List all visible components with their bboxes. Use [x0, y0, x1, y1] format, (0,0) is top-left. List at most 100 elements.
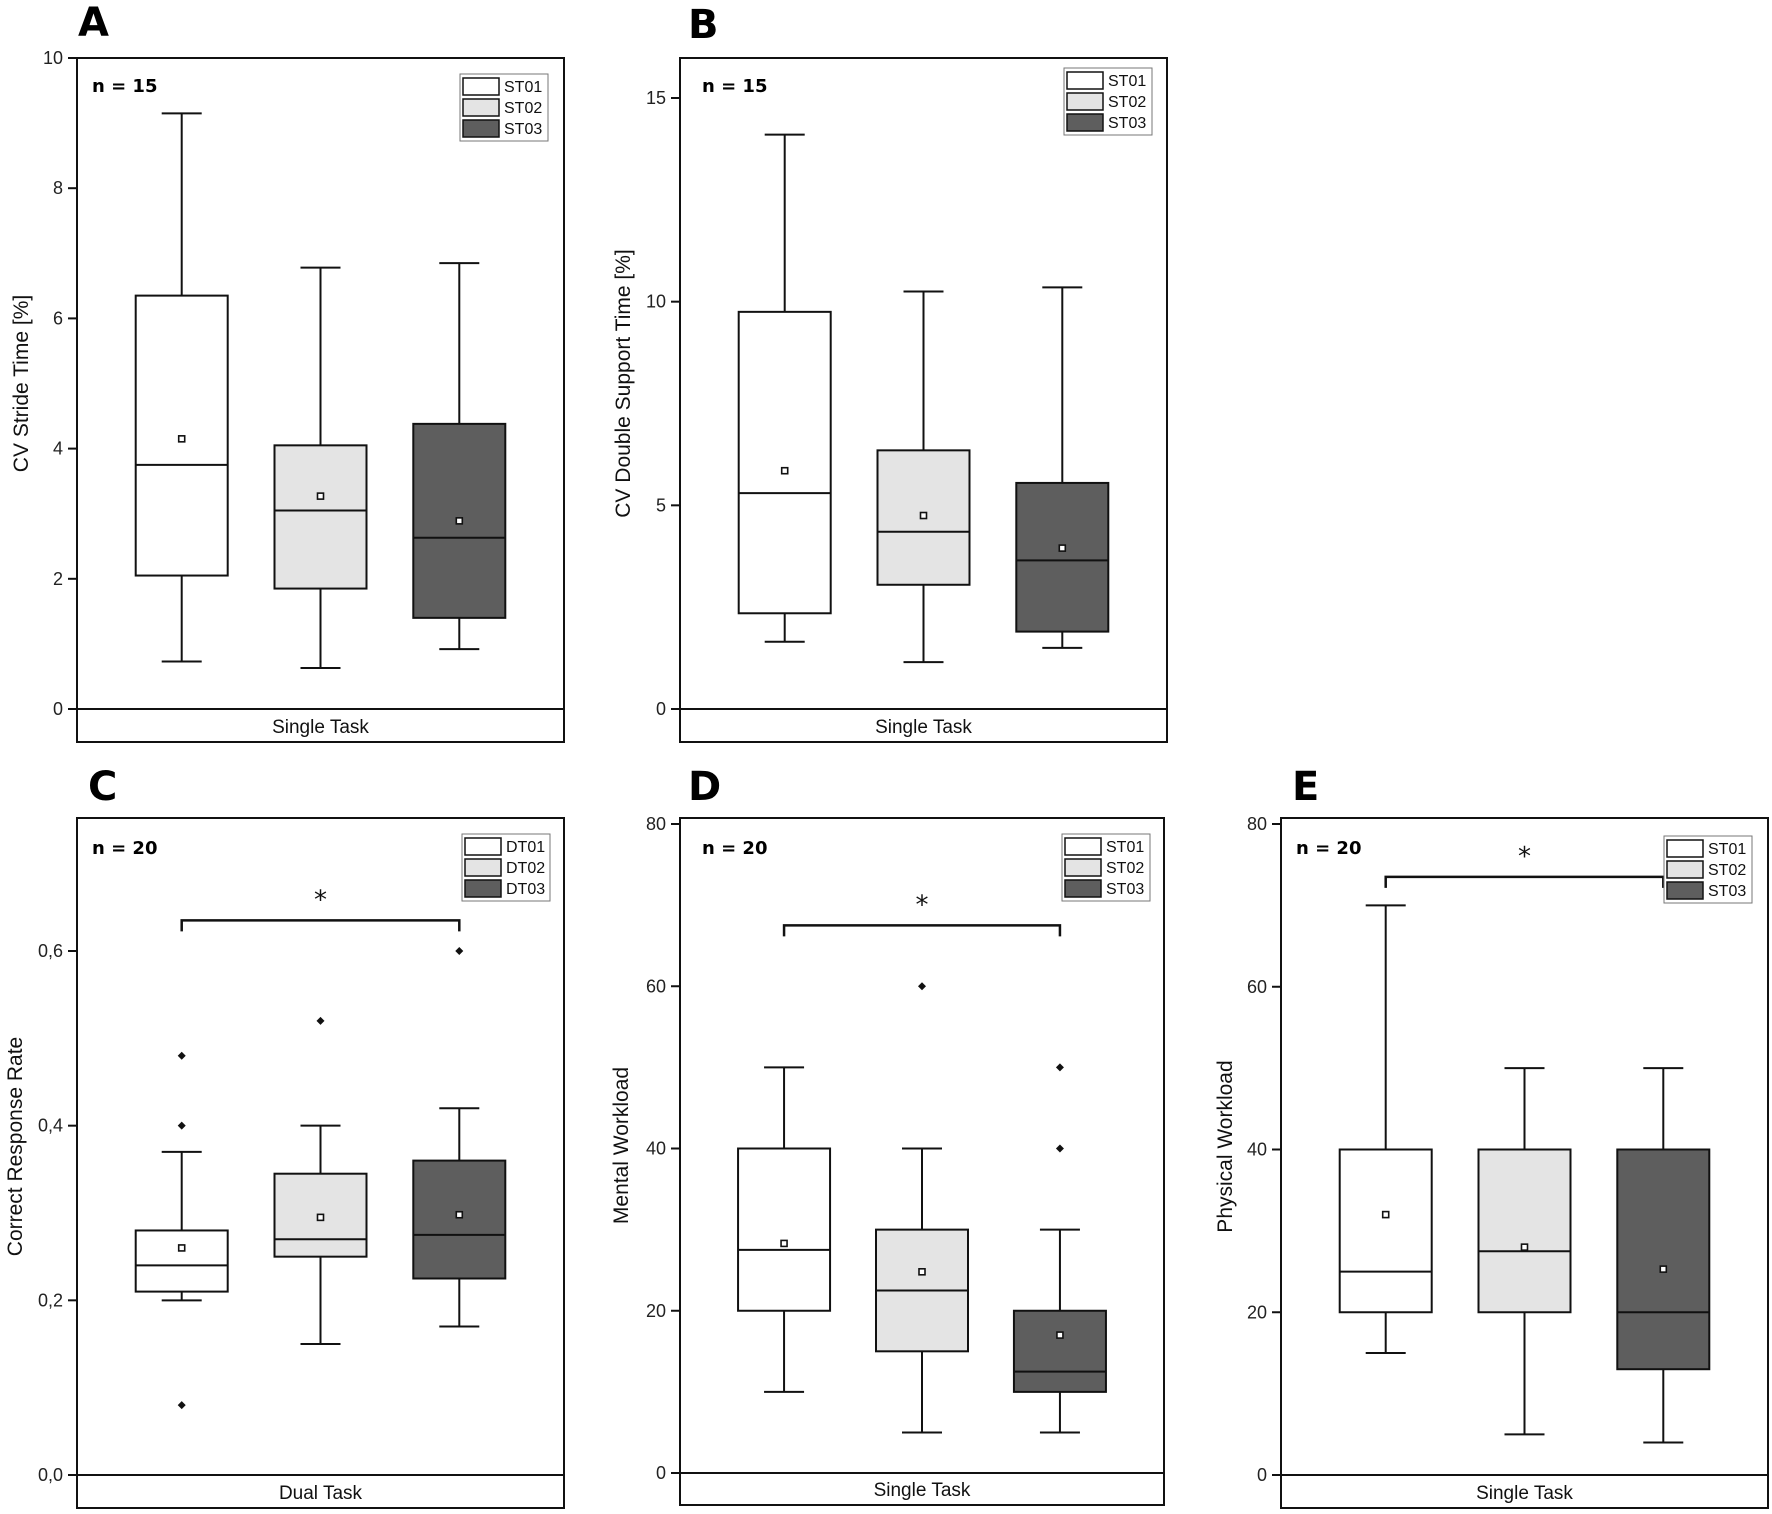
legend-entry: ST03	[504, 121, 542, 138]
y-tick-label: 10	[43, 48, 63, 68]
iqr-box	[273, 444, 368, 590]
legend-swatch	[1666, 839, 1704, 858]
plot-frame	[1280, 817, 1769, 1509]
outlier-point	[1055, 1063, 1064, 1072]
n-label: n = 20	[92, 838, 157, 859]
box-st01	[737, 133, 832, 643]
box-st03	[1012, 1063, 1107, 1434]
legend-entry: ST02	[1108, 94, 1146, 111]
significance-bracket	[782, 924, 1062, 937]
x-category-label: Single Task	[272, 717, 369, 738]
y-axis-label: CV Stride Time [%]	[10, 295, 33, 472]
y-tick-label: 0,0	[38, 1465, 63, 1485]
y-axis-label: Mental Workload	[610, 1067, 633, 1224]
legend: ST01 ST02 ST03	[459, 73, 549, 142]
iqr-box	[1616, 1148, 1711, 1371]
y-tick-label: 60	[646, 976, 666, 996]
iqr-box	[737, 310, 832, 615]
legend-entry: ST03	[1108, 115, 1146, 132]
y-tick-label: 2	[53, 569, 63, 589]
y-tick-label: 0,4	[38, 1116, 63, 1136]
outlier-point	[177, 1051, 186, 1060]
y-tick-label: 40	[646, 1139, 666, 1159]
legend: DT01 DT02 DT03	[461, 833, 551, 902]
legend-entry: ST02	[1708, 862, 1746, 879]
outlier-point	[1055, 1144, 1064, 1153]
plot-frame	[679, 57, 1168, 743]
legend-entry: ST02	[504, 100, 542, 117]
panel-e: En = 20 0 20 40 60 80 Physical Workload Single …	[1214, 764, 1769, 1509]
y-tick-label: 0	[656, 699, 666, 719]
legend-swatch	[1666, 881, 1704, 900]
legend-swatch	[462, 98, 500, 117]
legend-entry: DT01	[506, 839, 545, 856]
y-tick-label: 0,6	[38, 941, 63, 961]
box-st01	[134, 112, 229, 663]
box-st03	[1015, 286, 1110, 649]
y-tick-label: 4	[53, 439, 63, 459]
box-dt01	[134, 1051, 229, 1410]
box-dt03	[412, 947, 507, 1328]
y-tick-label: 20	[646, 1301, 666, 1321]
outlier-point	[316, 1016, 325, 1025]
mean-marker	[780, 1239, 788, 1248]
panel-letter: D	[688, 764, 721, 810]
outlier-point	[918, 982, 926, 991]
y-tick-label: 60	[1247, 977, 1267, 997]
outlier-point	[177, 1401, 186, 1410]
y-tick-label: 0	[656, 1463, 666, 1483]
outlier-point	[455, 947, 464, 955]
y-tick-label: 10	[646, 292, 666, 312]
panel-letter: B	[688, 2, 719, 48]
box-st01	[737, 1066, 832, 1393]
mean-marker	[918, 1268, 926, 1276]
box-st02	[1477, 1067, 1572, 1436]
legend-swatch	[1064, 879, 1102, 898]
y-tick-label: 0	[1257, 1465, 1267, 1485]
legend-swatch	[1064, 837, 1102, 856]
box-dt02	[273, 1016, 368, 1345]
mean-marker	[455, 1210, 464, 1219]
mean-marker	[1056, 1331, 1064, 1339]
mean-marker	[455, 517, 464, 525]
mean-marker	[1058, 544, 1067, 552]
plot-frame	[679, 817, 1165, 1506]
y-tick-label: 80	[1247, 814, 1267, 834]
legend-entry: DT02	[506, 860, 545, 877]
legend-entry: ST01	[1108, 73, 1146, 90]
legend: ST01 ST02 ST03	[1063, 67, 1153, 136]
legend-swatch	[1066, 71, 1104, 90]
iqr-box	[1015, 481, 1110, 633]
mean-marker	[316, 1213, 325, 1222]
panel-letter: E	[1292, 764, 1319, 810]
mean-marker	[316, 492, 325, 500]
n-label: n = 20	[702, 838, 767, 859]
legend-entry: ST01	[1708, 841, 1746, 858]
mean-marker	[177, 1244, 186, 1252]
panel-a: An = 15 0 2 4 6 8 10 CV Stride Time [%] Single T…	[10, 0, 565, 743]
y-tick-label: 80	[646, 814, 666, 834]
iqr-box	[1012, 1309, 1107, 1393]
legend-swatch	[1666, 860, 1704, 879]
iqr-box	[134, 1229, 229, 1293]
legend-entry: DT03	[506, 881, 545, 898]
box-st01	[1338, 904, 1433, 1354]
mean-marker	[177, 435, 186, 443]
x-category-label: Single Task	[875, 717, 972, 738]
panel-b: Bn = 15 0 5 10 15 CV Double Support Time [%] S…	[612, 2, 1168, 743]
significance-star: *	[1518, 842, 1531, 872]
mean-marker	[780, 466, 789, 475]
significance-bracket	[180, 919, 461, 932]
mean-marker	[919, 511, 928, 520]
legend-swatch	[462, 119, 500, 138]
y-axis-label: CV Double Support Time [%]	[612, 249, 635, 517]
legend-entry: ST01	[504, 79, 542, 96]
legend: ST01 ST02 ST03	[1663, 835, 1753, 904]
legend-swatch	[1064, 858, 1102, 877]
n-label: n = 20	[1296, 838, 1361, 859]
mean-marker	[1520, 1243, 1529, 1251]
legend-swatch	[1066, 113, 1104, 132]
box-st03	[412, 262, 507, 651]
legend-swatch	[464, 837, 502, 856]
